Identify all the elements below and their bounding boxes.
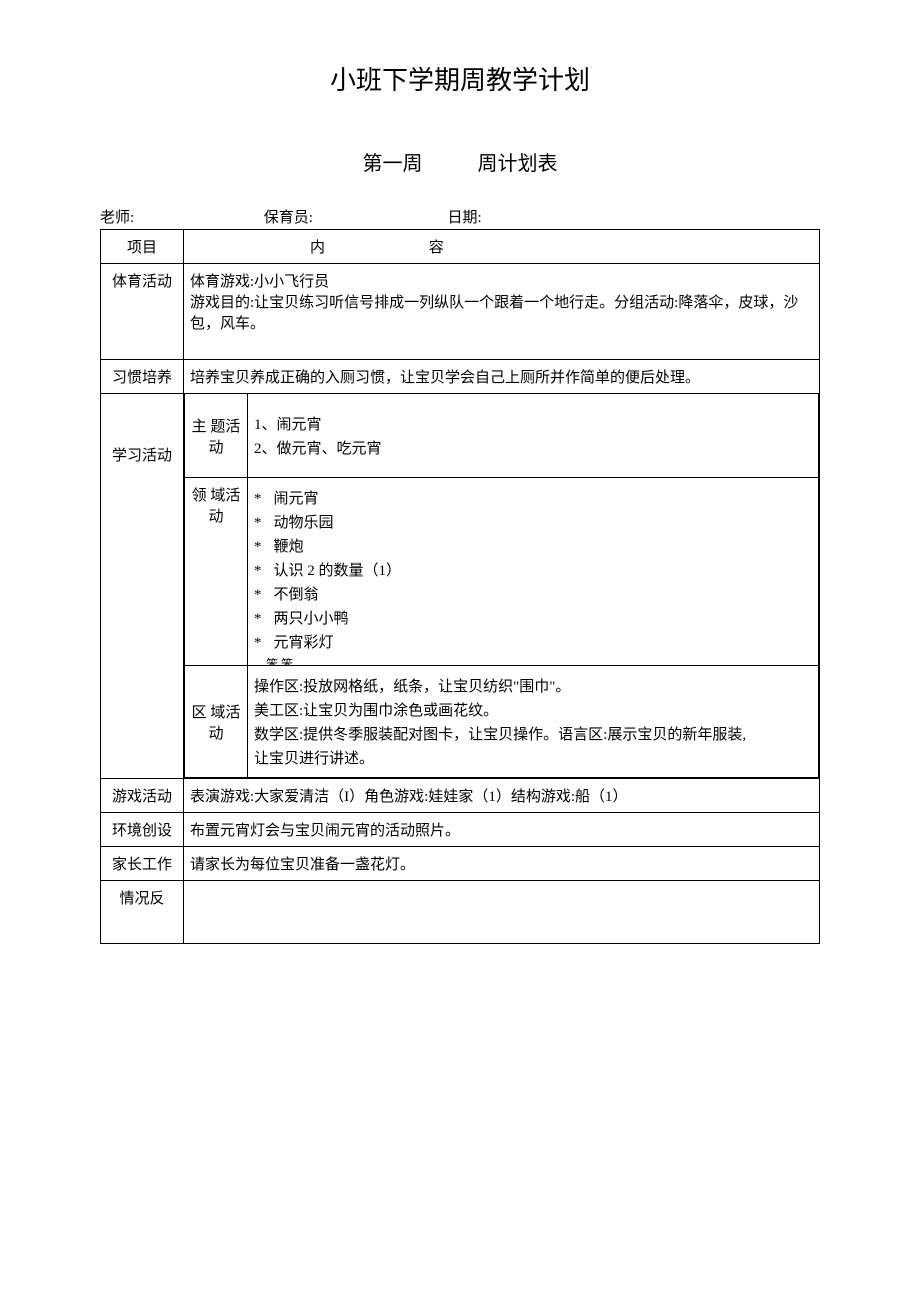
content-header: 内 容 [184,230,820,264]
parent-content: 请家长为每位宝贝准备一盏花灯。 [184,847,820,881]
game-content: 表演游戏:大家爱清洁（I）角色游戏:娃娃家（1）结构游戏:船（1） [184,779,820,813]
game-label: 游戏活动 [101,779,184,813]
sports-content: 体育游戏:小小飞行员 游戏目的:让宝贝练习听信号排成一列纵队一个跟着一个地行走。… [184,264,820,360]
region-line: 美工区:让宝贝为围巾涂色或画花纹。 [254,699,812,720]
document-title: 小班下学期周教学计划 [100,60,820,97]
habit-content: 培养宝贝养成正确的入厕习惯，让宝贝学会自己上厕所并作简单的便后处理。 [184,360,820,394]
study-row: 学习活动 主 题活动 1、闹元宵 2、做元宵、吃元宵 领 域活动 闹元宵 [101,394,820,779]
domain-item: 不倒翁 [254,583,812,604]
theme-item: 1、闹元宵 [254,413,812,434]
teacher-label: 老师: [100,206,260,227]
environment-label: 环境创设 [101,813,184,847]
region-line: 操作区:投放网格纸，纸条，让宝贝纺织"围巾"。 [254,675,812,696]
region-row: 区 域活动 操作区:投放网格纸，纸条，让宝贝纺织"围巾"。 美工区:让宝贝为围巾… [185,666,819,778]
study-inner-table: 主 题活动 1、闹元宵 2、做元宵、吃元宵 领 域活动 闹元宵 动物乐园 鞭炮 … [184,394,819,778]
subtitle: 第一周 周计划表 [100,147,820,176]
sports-row: 体育活动 体育游戏:小小飞行员 游戏目的:让宝贝练习听信号排成一列纵队一个跟着一… [101,264,820,360]
region-line: 数学区:提供冬季服装配对图卡，让宝贝操作。语言区:展示宝贝的新年服装, [254,723,812,744]
study-content: 主 题活动 1、闹元宵 2、做元宵、吃元宵 领 域活动 闹元宵 动物乐园 鞭炮 … [184,394,820,779]
parent-row: 家长工作 请家长为每位宝贝准备一盏花灯。 [101,847,820,881]
date-label: 日期: [448,210,482,226]
environment-content: 布置元宵灯会与宝贝闹元宵的活动照片。 [184,813,820,847]
caregiver-label: 保育员: [264,206,444,227]
project-header: 项目 [101,230,184,264]
habit-label: 习惯培养 [101,360,184,394]
plan-table: 项目 内 容 体育活动 体育游戏:小小飞行员 游戏目的:让宝贝练习听信号排成一列… [100,229,820,944]
sports-line1: 体育游戏:小小飞行员 [190,270,813,291]
header-line: 老师: 保育员: 日期: [100,206,820,227]
theme-row: 主 题活动 1、闹元宵 2、做元宵、吃元宵 [185,394,819,478]
feedback-content [184,881,820,944]
table-header-row: 项目 内 容 [101,230,820,264]
content-rong: 容 [429,240,444,256]
theme-content: 1、闹元宵 2、做元宵、吃元宵 [248,394,819,478]
domain-extra: 笨 笨 [266,655,812,665]
plan-label: 周计划表 [478,153,558,175]
domain-label: 领 域活动 [185,478,248,666]
domain-item: 鞭炮 [254,535,812,556]
habit-row: 习惯培养 培养宝贝养成正确的入厕习惯，让宝贝学会自己上厕所并作简单的便后处理。 [101,360,820,394]
sports-line2: 游戏目的:让宝贝练习听信号排成一列纵队一个跟着一个地行走。分组活动:降落伞，皮球… [190,291,813,333]
domain-row: 领 域活动 闹元宵 动物乐园 鞭炮 认识 2 的数量（1） 不倒翁 两只小小鸭 … [185,478,819,666]
feedback-label: 情况反 [101,881,184,944]
region-label: 区 域活动 [185,666,248,778]
domain-item: 动物乐园 [254,511,812,532]
content-nei: 内 [310,236,325,257]
domain-item: 两只小小鸭 [254,607,812,628]
study-label: 学习活动 [101,394,184,779]
region-line: 让宝贝进行讲述。 [254,747,812,768]
domain-item: 元宵彩灯 [254,631,812,652]
parent-label: 家长工作 [101,847,184,881]
environment-row: 环境创设 布置元宵灯会与宝贝闹元宵的活动照片。 [101,813,820,847]
domain-item: 认识 2 的数量（1） [254,559,812,580]
sports-label: 体育活动 [101,264,184,360]
domain-item: 闹元宵 [254,487,812,508]
theme-label: 主 题活动 [185,394,248,478]
feedback-row: 情况反 [101,881,820,944]
domain-content: 闹元宵 动物乐园 鞭炮 认识 2 的数量（1） 不倒翁 两只小小鸭 元宵彩灯 笨… [248,478,819,666]
week-label: 第一周 [363,147,423,176]
region-content: 操作区:投放网格纸，纸条，让宝贝纺织"围巾"。 美工区:让宝贝为围巾涂色或画花纹… [248,666,819,778]
theme-item: 2、做元宵、吃元宵 [254,437,812,458]
game-row: 游戏活动 表演游戏:大家爱清洁（I）角色游戏:娃娃家（1）结构游戏:船（1） [101,779,820,813]
